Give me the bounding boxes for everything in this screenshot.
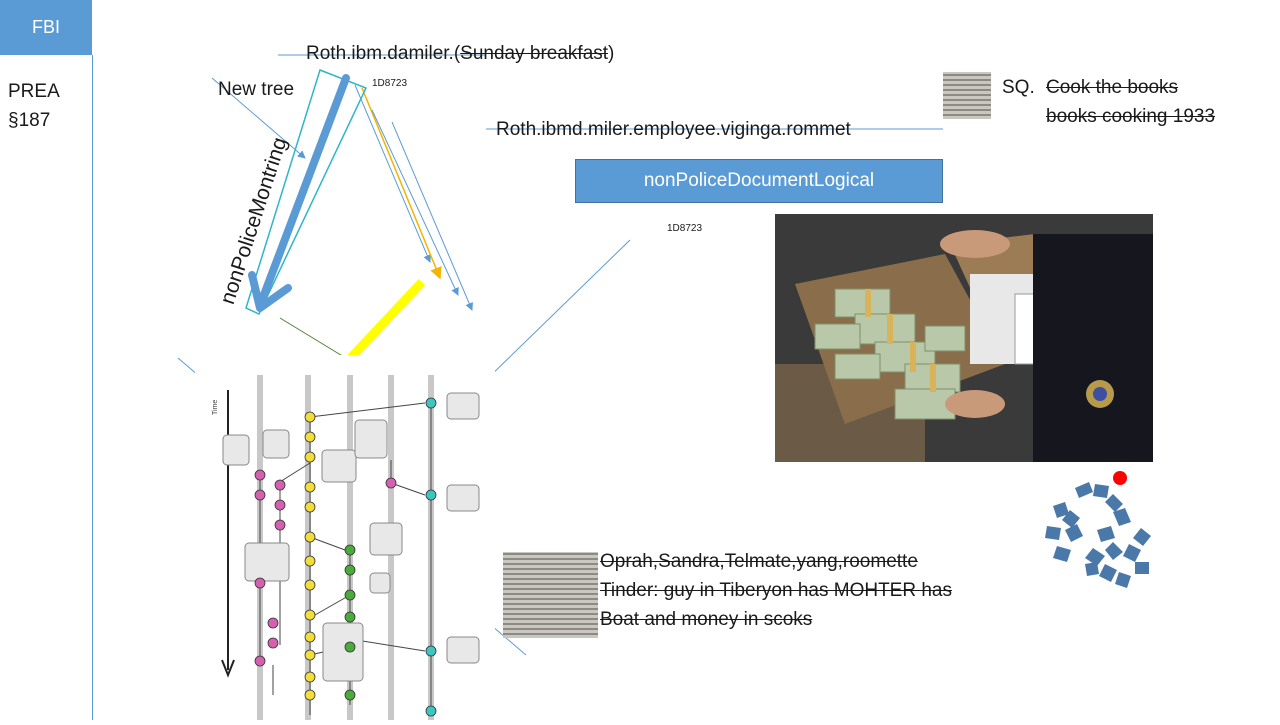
arrow-blue-2 — [372, 110, 458, 295]
note-line-3: Boat and money in scoks — [600, 609, 812, 631]
path1-struck: Sunday breakfast — [460, 43, 608, 64]
sq-label: SQ. — [1002, 77, 1035, 99]
note-line-1: Oprah,Sandra,Telmate,yang,roomette — [600, 551, 918, 573]
branching-diagram: Time — [195, 355, 495, 720]
note-line-2: Tinder: guy in Tiberyon has MOHTER has — [600, 580, 952, 602]
new-tree-label: New tree — [218, 79, 294, 101]
sq-line-1: Cook the books — [1046, 77, 1178, 99]
money-illustration — [775, 214, 1153, 462]
svg-text:Time: Time — [212, 400, 219, 415]
logical-box: nonPoliceDocumentLogical — [575, 159, 943, 203]
code-b: 1D8723 — [667, 223, 702, 234]
thumbnail-blinds-small — [943, 72, 991, 119]
puzzle-pieces — [1045, 482, 1151, 588]
money-box-photo — [775, 214, 1153, 462]
sq-line-2: books cooking 1933 — [1046, 106, 1215, 128]
logical-box-label: nonPoliceDocumentLogical — [644, 170, 874, 192]
arrow-blue-1 — [355, 85, 430, 262]
arrow-blue-3 — [392, 122, 472, 310]
code-a: 1D8723 — [372, 78, 407, 89]
arrow-to-graph — [483, 240, 630, 383]
puzzle-pieces-graphic — [1035, 468, 1165, 593]
thumbnail-blinds-large — [503, 552, 598, 638]
red-dot — [1113, 471, 1127, 485]
branching-diagram-image: Time — [195, 355, 495, 720]
path-title-1: Roth.ibm.damiler.(Sunday breakfast) — [306, 43, 614, 65]
path1-suffix: ) — [608, 43, 614, 64]
arrow-orange — [362, 88, 440, 278]
path1-prefix: Roth.ibm.damiler.( — [306, 43, 460, 64]
path-title-2: Roth.ibmd.miler.employee.viginga.rommet — [496, 119, 851, 141]
